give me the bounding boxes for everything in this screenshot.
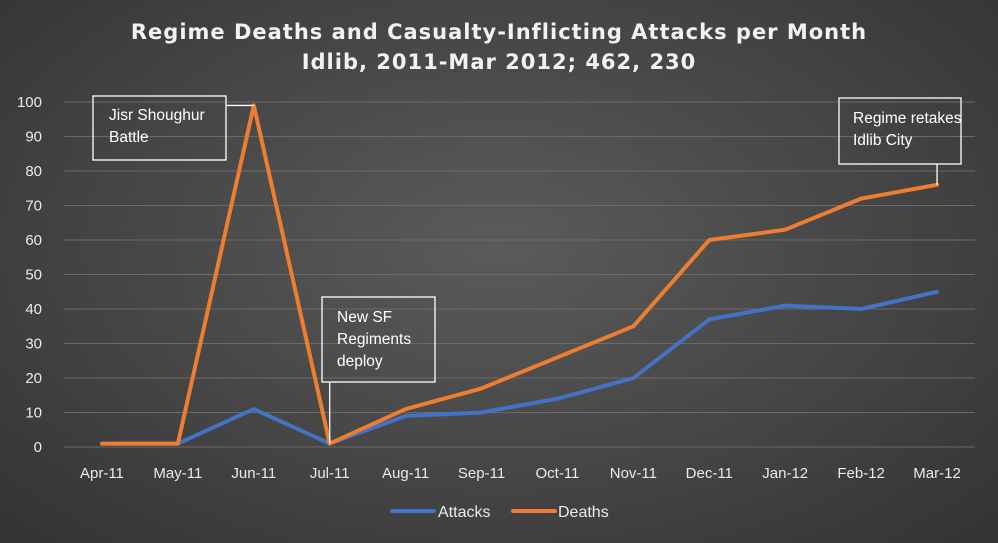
y-tick-label: 0	[34, 439, 42, 456]
x-tick-label: Dec-11	[686, 465, 733, 482]
y-tick-label: 40	[25, 301, 42, 318]
x-tick-label: Nov-11	[610, 465, 657, 482]
chart-subtitle: Idlib, 2011-Mar 2012; 462, 230	[302, 50, 697, 74]
x-tick-label: Jun-11	[231, 465, 276, 482]
y-tick-label: 20	[25, 370, 42, 387]
annotation-box	[321, 296, 436, 383]
x-tick-label: Apr-11	[80, 465, 124, 482]
annotation-text: Regime retakes	[853, 110, 962, 127]
x-tick-label: Jan-12	[762, 465, 808, 482]
y-tick-label: 80	[25, 163, 42, 180]
annotation-box	[92, 95, 227, 161]
annotation-text: Battle	[109, 129, 149, 146]
x-tick-label: Mar-12	[913, 465, 961, 482]
annotation-text: Idlib City	[853, 132, 913, 149]
annotation-text: Regiments	[337, 331, 411, 348]
annotations: Jisr Shoughur Battle New SF Regiments deploy…	[92, 95, 962, 444]
annotation: Regime retakes Idlib City	[838, 97, 962, 185]
y-tick-label: 10	[25, 405, 42, 422]
x-axis: Apr-11 May-11 Jun-11 Jul-11 Aug-11 Sep-11 Oct-…	[80, 465, 961, 482]
x-tick-label: May-11	[153, 465, 202, 482]
annotation-text: Jisr Shoughur	[109, 107, 205, 124]
x-tick-label: Oct-11	[536, 465, 580, 482]
annotation-box	[838, 97, 962, 165]
y-tick-label: 50	[25, 267, 42, 284]
y-tick-label: 70	[25, 198, 42, 215]
x-tick-label: Aug-11	[382, 465, 429, 482]
gridlines	[64, 101, 975, 448]
series-lines	[100, 103, 939, 446]
x-tick-label: Feb-12	[837, 465, 885, 482]
annotation-text: New SF	[337, 309, 392, 326]
legend: Attacks Deaths	[390, 504, 609, 521]
y-tick-label: 90	[25, 129, 42, 146]
legend-label: Deaths	[558, 504, 609, 521]
annotation: Jisr Shoughur Battle	[92, 95, 254, 161]
y-tick-label: 100	[17, 94, 42, 111]
y-tick-label: 60	[25, 232, 42, 249]
annotation: New SF Regiments deploy	[321, 296, 436, 444]
legend-item-deaths: Deaths	[511, 504, 609, 521]
chart-title: Regime Deaths and Casualty-Inflicting At…	[131, 20, 867, 44]
series-line-deaths	[100, 103, 939, 446]
x-tick-label: Jul-11	[310, 465, 350, 482]
legend-label: Attacks	[438, 504, 490, 521]
x-tick-label: Sep-11	[458, 465, 505, 482]
y-axis: 0 10 20 30 40 50 60 70 80 90 100	[17, 94, 42, 456]
legend-item-attacks: Attacks	[390, 504, 490, 521]
y-tick-label: 30	[25, 336, 42, 353]
annotation-text: deploy	[337, 353, 383, 370]
series-line-attacks	[100, 289, 939, 446]
